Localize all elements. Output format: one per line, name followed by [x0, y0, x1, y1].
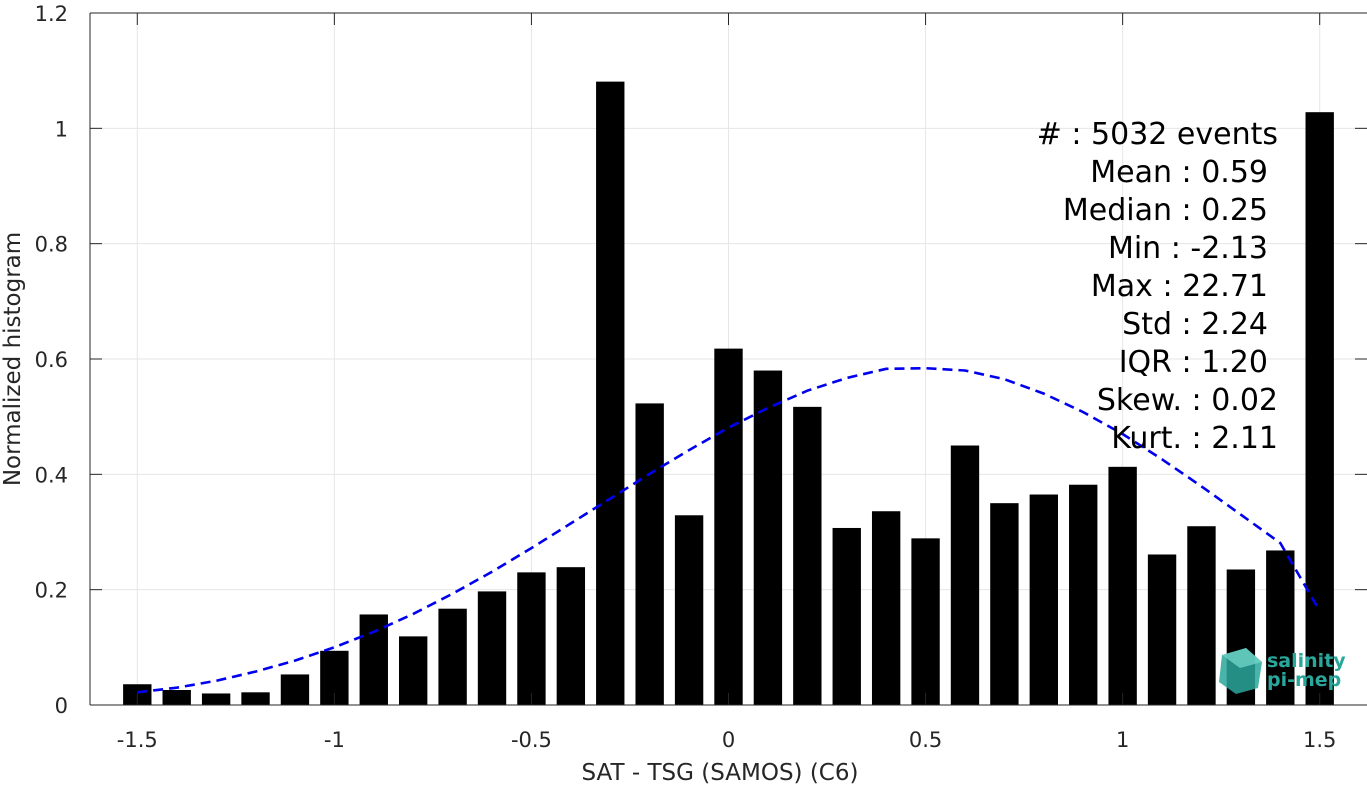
stats-line: IQR : 1.20 — [1119, 345, 1268, 380]
histogram-bar — [280, 674, 310, 705]
histogram-bar — [162, 690, 191, 705]
stats-line: Skew. : 0.02 — [1097, 383, 1278, 418]
histogram-bar — [1108, 466, 1137, 705]
stats-line: # : 5032 events — [1037, 117, 1278, 152]
histogram-bar — [635, 403, 664, 705]
histogram-bar — [517, 572, 546, 705]
stats-line: Max : 22.71 — [1091, 269, 1268, 304]
y-tick-label: 0 — [55, 694, 68, 718]
x-tick-label: 1.5 — [1303, 728, 1336, 752]
histogram-bar — [871, 511, 901, 705]
stats-line: Mean : 0.59 — [1090, 155, 1268, 190]
fit-curve — [137, 366, 1321, 694]
histogram-bar — [1305, 112, 1334, 706]
histogram-bar — [1147, 554, 1177, 705]
histogram-bar — [1069, 484, 1098, 705]
y-tick-label: 1 — [55, 117, 68, 141]
bars — [123, 81, 1334, 706]
y-tick-label: 0.6 — [35, 348, 68, 372]
histogram-bar — [753, 370, 783, 705]
histogram-bar — [1187, 526, 1216, 705]
y-tick-label: 1.2 — [35, 2, 68, 26]
x-axis-label: SAT - TSG (SAMOS) (C6) — [582, 760, 859, 785]
x-tick-label: 0.5 — [909, 728, 942, 752]
stats-line: Kurt. : 2.11 — [1111, 421, 1278, 456]
y-tick-label: 0.2 — [35, 579, 68, 603]
x-tick-label: -1 — [324, 728, 345, 752]
histogram-bar — [359, 614, 388, 705]
histogram-bar — [201, 693, 231, 705]
histogram-bar — [241, 692, 270, 705]
y-tick-label: 0.4 — [35, 463, 68, 487]
y-tick-label: 0.8 — [35, 233, 68, 257]
histogram-bar — [950, 445, 980, 705]
x-tick-label: -1.5 — [117, 728, 158, 752]
histogram-bar — [477, 591, 507, 705]
histogram-bar — [990, 503, 1019, 705]
y-axis-label: Normalized histogram — [0, 232, 26, 486]
y-tick-labels: 0 0.2 0.4 0.6 0.8 1 1.2 — [35, 2, 68, 718]
histogram-bar — [911, 538, 940, 705]
histogram-bar — [674, 515, 704, 705]
axes — [89, 12, 1367, 706]
logo-line1: salinity — [1267, 650, 1346, 672]
x-tick-label: 0 — [722, 728, 735, 752]
histogram-bar — [556, 567, 586, 705]
histogram-bar — [832, 527, 861, 705]
histogram-bar — [1029, 494, 1058, 705]
stats-line: Min : -2.13 — [1108, 231, 1268, 266]
salinity-pimep-logo: salinity pi-mep — [1219, 648, 1346, 694]
histogram-bar — [793, 406, 822, 705]
logo-line2: pi-mep — [1267, 669, 1341, 691]
x-tick-labels: -1.5 -1 -0.5 0 0.5 1 1.5 — [117, 728, 1337, 752]
x-tick-label: -0.5 — [511, 728, 552, 752]
histogram-bar — [399, 636, 428, 705]
histogram-bar — [438, 608, 467, 705]
stats-line: Median : 0.25 — [1063, 193, 1268, 228]
x-tick-label: 1 — [1116, 728, 1129, 752]
histogram-bar — [1266, 550, 1295, 705]
histogram-bar — [596, 81, 625, 705]
histogram-bar — [714, 348, 743, 705]
stats-line: Std : 2.24 — [1122, 307, 1268, 342]
